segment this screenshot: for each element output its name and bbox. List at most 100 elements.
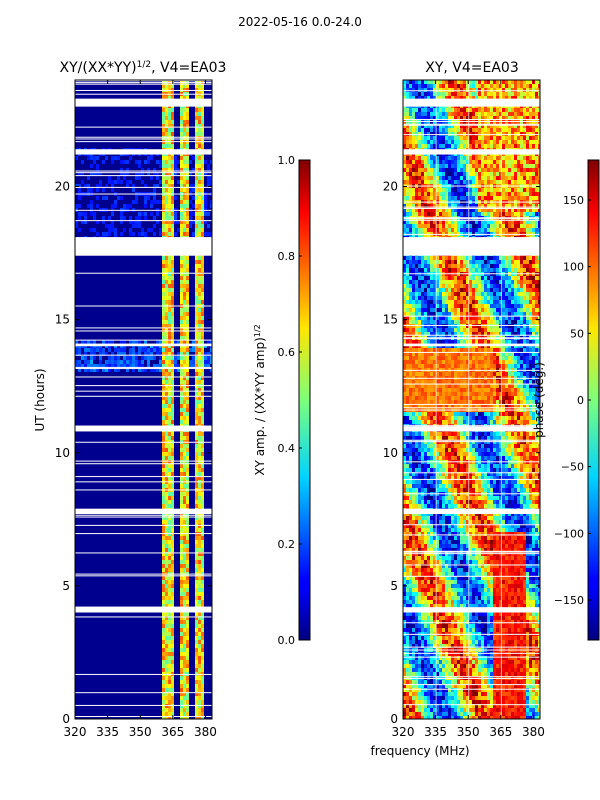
amplitude-cell	[171, 320, 174, 324]
phase-cell	[439, 268, 442, 272]
phase-cell	[418, 164, 421, 168]
amplitude-cell	[198, 688, 201, 692]
phase-cell	[526, 180, 529, 184]
amplitude-cell	[165, 700, 168, 704]
phase-cell	[439, 112, 442, 116]
phase-cell	[487, 212, 490, 216]
phase-cell	[406, 316, 409, 320]
amplitude-cell	[162, 296, 165, 300]
amplitude-cell	[183, 620, 186, 624]
amplitude-cell	[195, 408, 198, 412]
amplitude-cell	[195, 316, 198, 320]
data-gap-line	[75, 460, 212, 462]
amplitude-cell	[180, 188, 183, 192]
amplitude-cell	[201, 156, 204, 160]
phase-cell	[490, 188, 493, 192]
amplitude-cell	[186, 404, 189, 408]
amplitude-cell	[162, 360, 165, 364]
phase-cell	[406, 96, 409, 100]
amplitude-cell	[186, 220, 189, 224]
phase-cell	[463, 196, 466, 200]
amplitude-cell	[171, 648, 174, 652]
amplitude-cell	[105, 156, 108, 160]
amplitude-cell	[171, 120, 174, 124]
amplitude-cell	[180, 640, 183, 644]
phase-cell	[484, 296, 487, 300]
phase-cell	[517, 144, 520, 148]
phase-cell	[448, 116, 451, 120]
amplitude-cell	[90, 228, 93, 232]
amplitude-cell	[201, 568, 204, 572]
phase-cell	[442, 196, 445, 200]
phase-cell	[466, 124, 469, 128]
phase-cell	[454, 264, 457, 268]
phase-cell	[463, 256, 466, 260]
phase-cell	[520, 88, 523, 92]
amplitude-cell	[168, 448, 171, 452]
phase-cell	[526, 156, 529, 160]
data-gap-line	[75, 716, 212, 718]
amplitude-cell	[114, 360, 117, 364]
amplitude-cell	[180, 712, 183, 716]
amplitude-cell	[198, 616, 201, 620]
phase-cell	[490, 228, 493, 232]
amplitude-cell	[186, 352, 189, 356]
phase-cell	[493, 160, 496, 164]
amplitude-cell	[186, 524, 189, 528]
phase-cell	[517, 180, 520, 184]
phase-cell	[478, 164, 481, 168]
phase-cell	[535, 144, 538, 148]
amplitude-cell	[180, 628, 183, 632]
phase-cell	[466, 268, 469, 272]
phase-cell	[490, 132, 493, 136]
amplitude-cell	[171, 136, 174, 140]
amplitude-cell	[183, 688, 186, 692]
amplitude-cell	[165, 256, 168, 260]
phase-cell	[508, 208, 511, 212]
phase-cell	[520, 116, 523, 120]
amplitude-cell	[195, 520, 198, 524]
phase-cell	[421, 276, 424, 280]
phase-cell	[409, 128, 412, 132]
phase-cell	[424, 136, 427, 140]
amplitude-cell	[183, 300, 186, 304]
phase-cell	[415, 116, 418, 120]
amplitude-cell	[180, 196, 183, 200]
phase-cell	[445, 160, 448, 164]
phase-cell	[403, 196, 406, 200]
amplitude-cell	[141, 356, 144, 360]
phase-cell	[478, 108, 481, 112]
phase-cell	[526, 196, 529, 200]
phase-cell	[481, 88, 484, 92]
phase-cell	[496, 88, 499, 92]
amplitude-cell	[93, 172, 96, 176]
phase-cell	[403, 88, 406, 92]
amplitude-cell	[180, 184, 183, 188]
phase-cell	[532, 228, 535, 232]
phase-cell	[424, 180, 427, 184]
phase-cell	[439, 196, 442, 200]
phase-cell	[490, 300, 493, 304]
phase-cell	[478, 260, 481, 264]
phase-cell	[442, 128, 445, 132]
phase-cell	[406, 88, 409, 92]
phase-cell	[505, 280, 508, 284]
phase-cell	[472, 156, 475, 160]
amplitude-cell	[81, 172, 84, 176]
phase-cell	[508, 312, 511, 316]
phase-cell	[502, 212, 505, 216]
phase-cell	[475, 284, 478, 288]
phase-cell	[454, 204, 457, 208]
amplitude-cell	[198, 552, 201, 556]
amplitude-cell	[210, 368, 212, 372]
amplitude-cell	[180, 128, 183, 132]
amplitude-cell	[201, 684, 204, 688]
phase-cell	[538, 172, 540, 176]
data-gap-line	[75, 481, 212, 483]
phase-cell	[469, 168, 472, 172]
amplitude-cell	[180, 476, 183, 480]
amplitude-cell	[162, 124, 165, 128]
amplitude-cell	[201, 600, 204, 604]
phase-cell	[454, 116, 457, 120]
amplitude-cell	[201, 320, 204, 324]
